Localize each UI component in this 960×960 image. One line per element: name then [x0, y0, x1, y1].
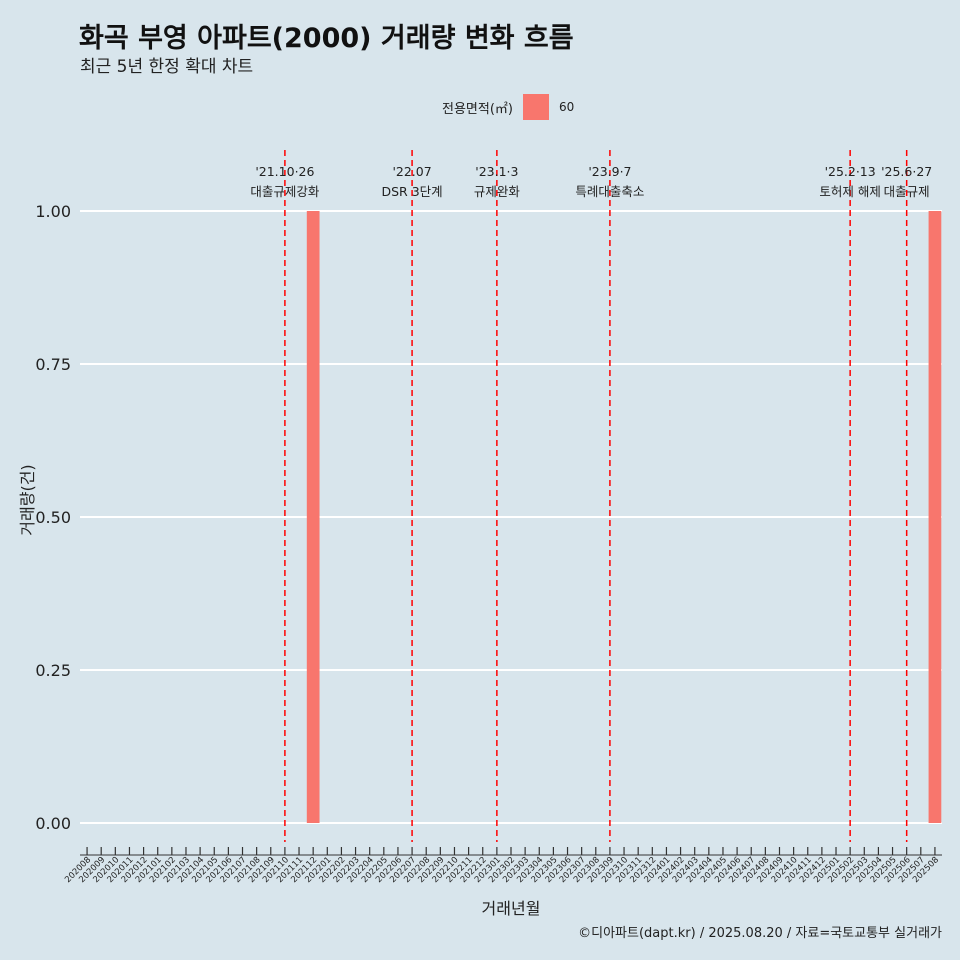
y-tick-label: 0.00 [35, 814, 71, 833]
annotation-date: '23.1·3 [475, 164, 518, 179]
annotation-label: 토허제 해제 [819, 184, 880, 199]
annotation-date: '25.6·27 [881, 164, 932, 179]
annotation-label: 특례대출축소 [575, 184, 644, 199]
bar [306, 211, 320, 823]
chart-subtitle: 최근 5년 한정 확대 차트 [80, 57, 254, 77]
annotation-label: 대출규제강화 [250, 184, 320, 199]
annotation-date: '25.2·13 [825, 164, 876, 179]
annotation-label: DSR 3단계 [381, 184, 442, 199]
x-axis-title: 거래년월 [482, 899, 541, 918]
source-caption: ©디아파트(dapt.kr) / 2025.08.20 / 자료=국토교통부 실… [578, 926, 942, 941]
y-tick-label: 0.50 [35, 508, 71, 527]
annotation-label: 대출규제 [884, 184, 930, 199]
bar [928, 211, 942, 823]
legend-label: 60 [558, 100, 575, 114]
legend-color-key [522, 94, 549, 120]
annotation-label: 규제완화 [474, 184, 521, 199]
y-tick-label: 0.75 [35, 355, 71, 374]
y-tick-label: 1.00 [35, 202, 71, 221]
y-axis-title: 거래량(건) [18, 464, 37, 535]
annotation-date: '23.9·7 [588, 164, 631, 179]
y-tick-label: 0.25 [35, 661, 71, 680]
annotation-date: '21.10·26 [255, 164, 314, 179]
annotation-date: '22.07 [392, 164, 431, 179]
chart-title: 화곡 부영 아파트(2000) 거래량 변화 흐름 [79, 23, 574, 54]
legend: 전용면적(㎡) 60 [442, 93, 574, 121]
legend-title: 전용면적(㎡) [442, 101, 513, 117]
